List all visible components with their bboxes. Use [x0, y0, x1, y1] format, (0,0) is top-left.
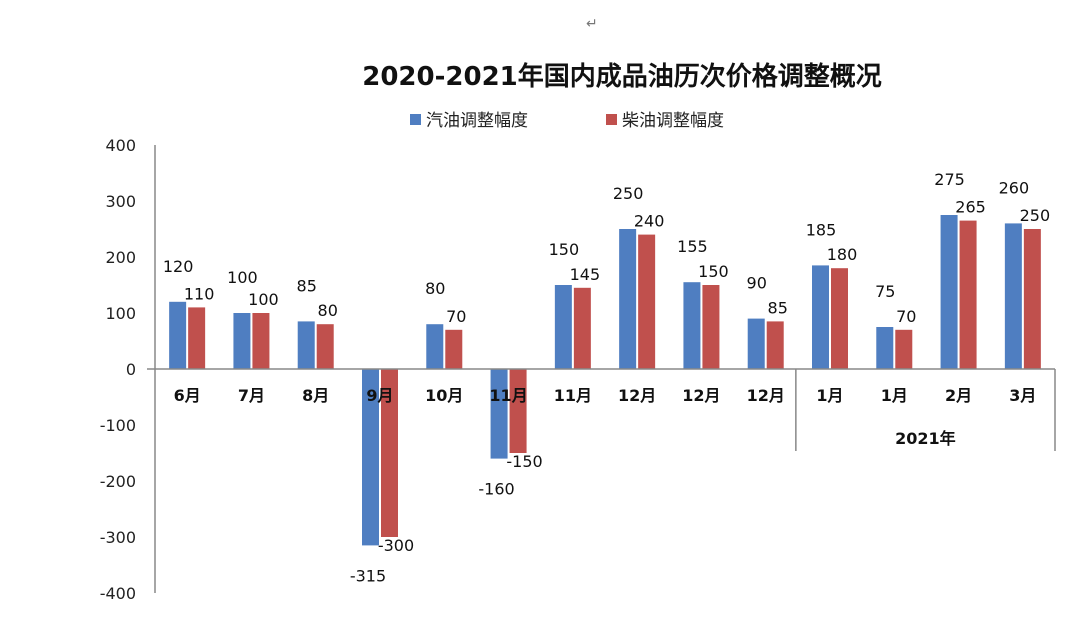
- data-label-diesel: 80: [318, 301, 338, 320]
- x-tick-label: 1月: [881, 386, 908, 405]
- bar-diesel: [766, 321, 784, 369]
- bar-gasoline: [169, 301, 187, 369]
- y-tick-label: 0: [126, 360, 136, 379]
- bar-gasoline: [812, 265, 829, 369]
- y-tick-label: 100: [105, 304, 136, 323]
- x-tick-label: 2月: [945, 386, 972, 405]
- bar-diesel: [509, 369, 527, 453]
- bar-diesel: [702, 285, 720, 369]
- data-label-diesel: 70: [446, 307, 466, 326]
- y-axis-tick-labels: 400 300 200 100 0 -100 -200 -300 -400: [100, 136, 136, 603]
- data-label-gasoline: 275: [934, 170, 965, 189]
- corner-mark: ↵: [586, 16, 598, 32]
- x-tick-label: 7月: [238, 386, 265, 405]
- bar-gasoline: [554, 285, 572, 369]
- y-tick-label: 400: [105, 136, 136, 155]
- data-label-diesel: -300: [378, 536, 414, 555]
- bar-gasoline: [876, 327, 894, 369]
- x-tick-label: 3月: [1009, 386, 1036, 405]
- y-tick-label: -100: [100, 416, 136, 435]
- y-tick-label: 200: [105, 248, 136, 267]
- data-label-gasoline: 185: [806, 220, 837, 239]
- data-label-diesel: 240: [634, 212, 665, 231]
- group-label-2021: 2021年: [895, 429, 956, 448]
- data-label-diesel: 70: [896, 307, 916, 326]
- bar-gasoline: [619, 229, 637, 369]
- y-tick-label: -400: [100, 584, 136, 603]
- data-label-gasoline: 250: [613, 184, 644, 203]
- bar-gasoline: [940, 215, 958, 369]
- y-tick-label: -300: [100, 528, 136, 547]
- y-tick-label: 300: [105, 192, 136, 211]
- bar-diesel: [895, 329, 913, 369]
- bar-gasoline: [747, 318, 765, 369]
- bar-gasoline: [362, 369, 379, 546]
- bar-diesel: [959, 220, 977, 369]
- legend-label-gasoline: 汽油调整幅度: [426, 111, 528, 131]
- data-label-gasoline: 90: [747, 274, 767, 293]
- data-labels: 1201101001008580-315-3008070-160-1501501…: [163, 170, 1050, 585]
- x-tick-label: 11月: [554, 386, 592, 405]
- data-label-gasoline: 120: [163, 257, 194, 276]
- bar-diesel: [638, 234, 656, 369]
- category-labels: 6月 7月 8月 9月 10月 11月 11月 12月 12月 12月 1月 1月 2月 3月: [174, 386, 1037, 405]
- data-label-gasoline: -315: [350, 566, 386, 585]
- chart-title: 2020-2021年国内成品油历次价格调整概况: [362, 61, 882, 92]
- data-label-diesel: 250: [1020, 206, 1051, 225]
- data-label-gasoline: 260: [999, 178, 1030, 197]
- bar-gasoline: [683, 282, 701, 369]
- bar-diesel: [831, 268, 848, 369]
- legend-label-diesel: 柴油调整幅度: [622, 111, 724, 131]
- data-label-diesel: 265: [955, 198, 986, 217]
- x-tick-label: 8月: [302, 386, 329, 405]
- data-label-diesel: 145: [570, 265, 601, 284]
- data-label-gasoline: 80: [425, 279, 445, 298]
- bars: [169, 215, 1041, 546]
- data-label-diesel: 180: [827, 245, 858, 264]
- data-label-diesel: 150: [698, 262, 729, 281]
- x-tick-label: 11月: [489, 386, 527, 405]
- x-tick-label: 6月: [174, 386, 201, 405]
- x-tick-label: 10月: [425, 386, 463, 405]
- y-tick-label: -200: [100, 472, 136, 491]
- bar-gasoline: [490, 369, 508, 459]
- data-label-gasoline: 75: [875, 282, 895, 301]
- data-label-diesel: -150: [506, 452, 542, 471]
- x-tick-label: 1月: [816, 386, 843, 405]
- bar-gasoline: [426, 324, 444, 369]
- x-tick-label: 12月: [747, 386, 785, 405]
- data-label-diesel: 100: [248, 290, 279, 309]
- legend-swatch-diesel: [606, 114, 617, 125]
- data-label-gasoline: 85: [297, 276, 317, 295]
- data-label-gasoline: -160: [478, 480, 514, 499]
- bar-diesel: [1023, 229, 1041, 369]
- bar-diesel: [381, 369, 398, 537]
- bar-gasoline: [233, 313, 251, 369]
- x-tick-label: 12月: [618, 386, 656, 405]
- data-label-diesel: 110: [184, 284, 215, 303]
- data-label-gasoline: 100: [227, 268, 258, 287]
- x-tick-label: 12月: [682, 386, 720, 405]
- bar-diesel: [573, 287, 591, 369]
- data-label-gasoline: 150: [549, 240, 580, 259]
- data-label-gasoline: 155: [677, 237, 708, 256]
- bar-gasoline: [1004, 223, 1022, 369]
- bar-gasoline: [297, 321, 315, 369]
- legend-swatch-gasoline: [410, 114, 421, 125]
- legend: 汽油调整幅度 柴油调整幅度: [410, 111, 724, 131]
- bar-diesel: [445, 329, 463, 369]
- bar-diesel: [188, 307, 206, 369]
- x-tick-label: 9月: [366, 386, 393, 405]
- bar-diesel: [316, 324, 334, 369]
- bar-diesel: [252, 313, 270, 369]
- data-label-diesel: 85: [768, 298, 788, 317]
